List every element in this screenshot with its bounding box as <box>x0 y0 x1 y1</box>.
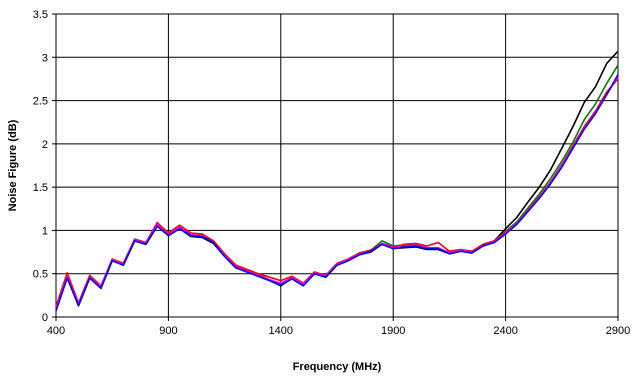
y-tick-label: 1.5 <box>33 182 48 194</box>
x-tick-label: 1400 <box>269 325 293 337</box>
y-tick-label: 0.5 <box>33 269 48 281</box>
x-tick-label: 2900 <box>606 325 630 337</box>
plot-area <box>55 13 619 318</box>
series-lines <box>55 50 619 312</box>
y-tick-label: 3 <box>42 52 48 64</box>
y-tick-label: 3.5 <box>33 9 48 21</box>
x-tick-label: 900 <box>159 325 177 337</box>
series-line-5 <box>55 74 619 312</box>
x-tick-label: 1900 <box>381 325 405 337</box>
x-tick-label: 400 <box>47 325 65 337</box>
y-tick-label: 2 <box>42 139 48 151</box>
y-tick-label: 0 <box>42 312 48 324</box>
x-tick-label: 2400 <box>493 325 517 337</box>
y-tick-label: 2.5 <box>33 96 48 108</box>
tick-labels: 400 900 1400 1900 2400 2900 0 0.5 1 1.5 2 2.5 3 3.5 <box>33 9 631 337</box>
x-axis-title: Frequency (MHz) <box>293 361 382 373</box>
y-tick-label: 1 <box>42 225 48 237</box>
grid-lines <box>52 13 619 321</box>
y-axis-title: Noise Figure (dB) <box>7 119 19 211</box>
